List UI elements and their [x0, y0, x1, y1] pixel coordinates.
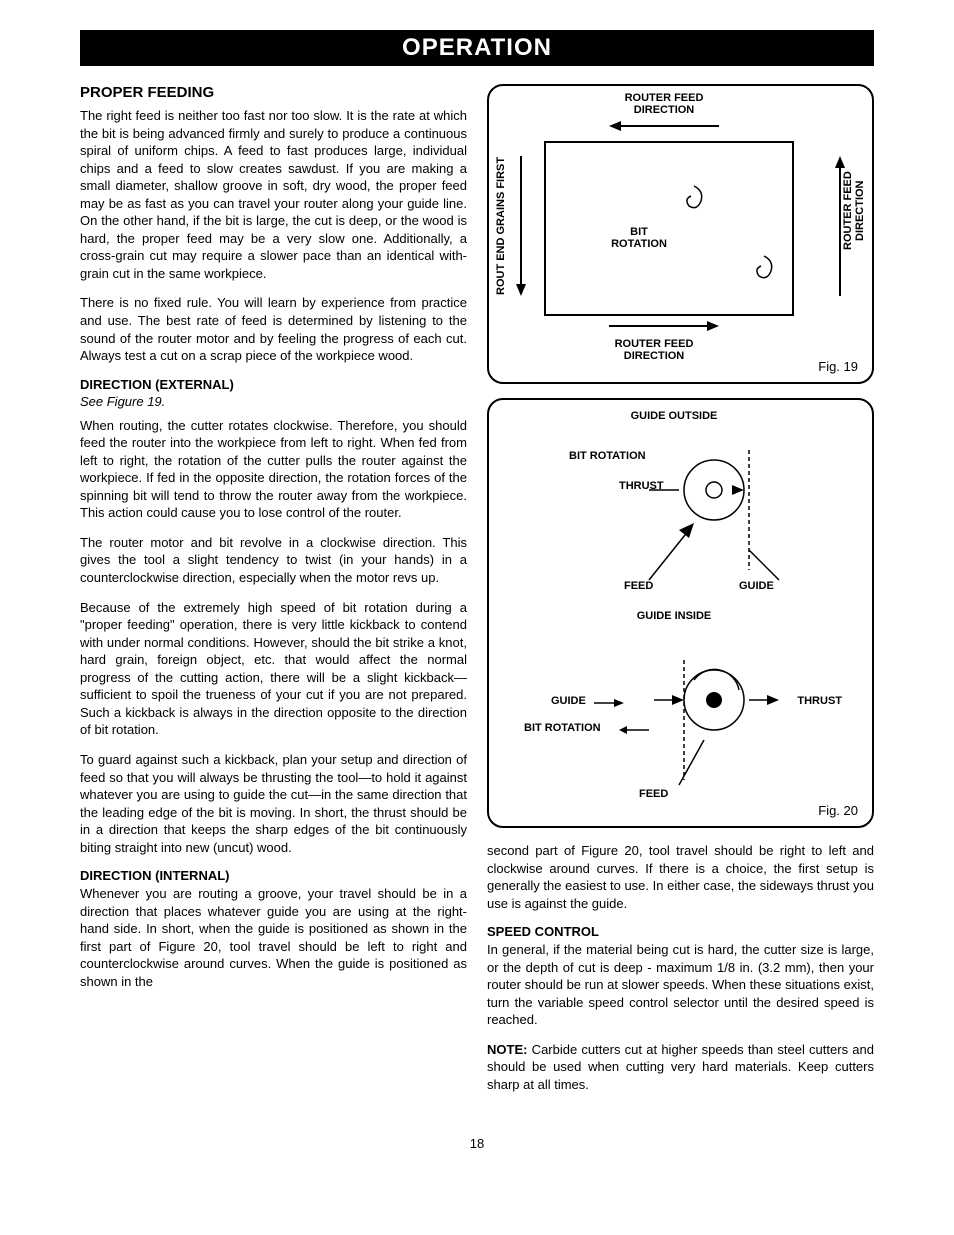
fig20-feed-2: FEED [639, 788, 668, 800]
fig20-inside-diagram [549, 630, 809, 800]
para-5: Because of the extremely high speed of b… [80, 599, 467, 739]
fig20-guide-outside: GUIDE OUTSIDE [599, 410, 749, 422]
para-1: The right feed is neither too fast nor t… [80, 107, 467, 282]
para-9: In general, if the material being cut is… [487, 941, 874, 1029]
para-3: When routing, the cutter rotates clockwi… [80, 417, 467, 522]
para-6: To guard against such a kickback, plan y… [80, 751, 467, 856]
para-4: The router motor and bit revolve in a cl… [80, 534, 467, 587]
heading-proper-feeding: PROPER FEEDING [80, 84, 467, 101]
para-10: NOTE: Carbide cutters cut at higher spee… [487, 1041, 874, 1094]
fig20-guide-1: GUIDE [739, 580, 774, 592]
fig19-router-feed-top: ROUTER FEED DIRECTION [599, 92, 729, 116]
section-header: OPERATION [80, 30, 874, 66]
fig19-router-feed-bottom: ROUTER FEED DIRECTION [589, 338, 719, 362]
figure-20: GUIDE OUTSIDE BIT ROTATION THRUST FEED G… [487, 398, 874, 828]
fig19-arrow-left [515, 156, 527, 296]
fig20-bit-rotation-1: BIT ROTATION [569, 450, 646, 462]
fig19-label: Fig. 19 [818, 359, 858, 374]
para-2: There is no fixed rule. You will learn b… [80, 294, 467, 364]
fig20-label: Fig. 20 [818, 803, 858, 818]
content-columns: PROPER FEEDING The right feed is neither… [80, 84, 874, 1106]
fig19-arrow-right [834, 156, 846, 296]
heading-speed-control: SPEED CONTROL [487, 924, 874, 939]
heading-direction-external: DIRECTION (EXTERNAL) [80, 377, 467, 392]
para-7: Whenever you are routing a groove, your … [80, 885, 467, 990]
right-column: ROUTER FEED DIRECTION ROUT END GRAINS FI… [487, 84, 874, 1106]
fig20-thrust-2: THRUST [797, 695, 842, 707]
para-8: second part of Figure 20, tool travel sh… [487, 842, 874, 912]
fig20-guide-inside: GUIDE INSIDE [599, 610, 749, 622]
fig20-thrust-1: THRUST [619, 480, 664, 492]
fig20-guide-arrow [594, 698, 624, 708]
page-number: 18 [80, 1136, 874, 1151]
see-figure-19: See Figure 19. [80, 394, 467, 409]
note-bold: NOTE: [487, 1042, 527, 1057]
fig19-arrow-bottom [609, 320, 719, 332]
fig19-bit-rotation: BIT ROTATION [604, 226, 674, 250]
heading-direction-internal: DIRECTION (INTERNAL) [80, 868, 467, 883]
fig19-arrow-top [609, 120, 719, 132]
fig20-guide-2: GUIDE [551, 695, 586, 707]
fig19-spiral-2 [749, 251, 779, 291]
fig19-rout-end-grains: ROUT END GRAINS FIRST [495, 146, 507, 306]
fig19-spiral-1 [679, 181, 709, 221]
note-text: Carbide cutters cut at higher speeds tha… [487, 1042, 874, 1092]
figure-19: ROUTER FEED DIRECTION ROUT END GRAINS FI… [487, 84, 874, 384]
left-column: PROPER FEEDING The right feed is neither… [80, 84, 467, 1106]
fig20-feed-1: FEED [624, 580, 653, 592]
fig20-bitrot-arrow [619, 725, 649, 735]
fig20-bit-rotation-2: BIT ROTATION [524, 722, 601, 734]
